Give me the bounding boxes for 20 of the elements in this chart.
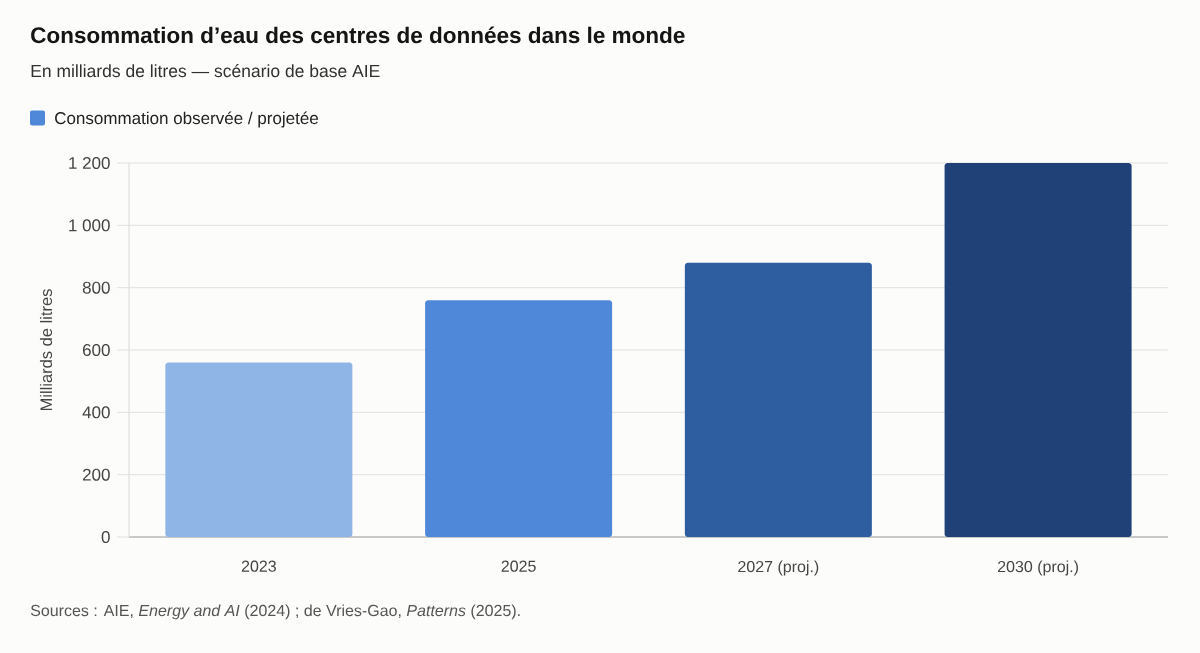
x-tick-label: 2030 (proj.) <box>998 560 1078 576</box>
y-tick-label: 1 200 <box>69 156 110 170</box>
y-axis-title: Milliards de litres <box>39 289 53 411</box>
y-tick-label: 0 <box>101 530 110 544</box>
legend-label: Consommation observée / projetée <box>55 111 318 128</box>
y-tick-label: 800 <box>82 281 110 294</box>
source-note: Sources : AIE, Energy and AI (2024) ; de Vries-Gao, Patterns (2025). <box>30 604 520 620</box>
y-tick-label: 600 <box>82 343 110 357</box>
y-tick-label: 200 <box>82 468 110 481</box>
bar <box>165 362 353 537</box>
chart-subtitle: En milliards de litres — scénario de base AIE <box>31 64 380 78</box>
x-tick-label: 2023 <box>241 560 276 572</box>
x-tick-label: 2027 (proj.) <box>738 560 819 576</box>
bar <box>684 262 872 537</box>
x-tick-label: 2025 <box>501 560 536 572</box>
bar <box>944 163 1132 537</box>
chart-title: Consommation d’eau des centres de données dans le monde <box>31 26 685 44</box>
bar <box>425 300 613 537</box>
y-tick-label: 400 <box>82 406 110 419</box>
y-tick-label: 1 000 <box>69 219 110 232</box>
